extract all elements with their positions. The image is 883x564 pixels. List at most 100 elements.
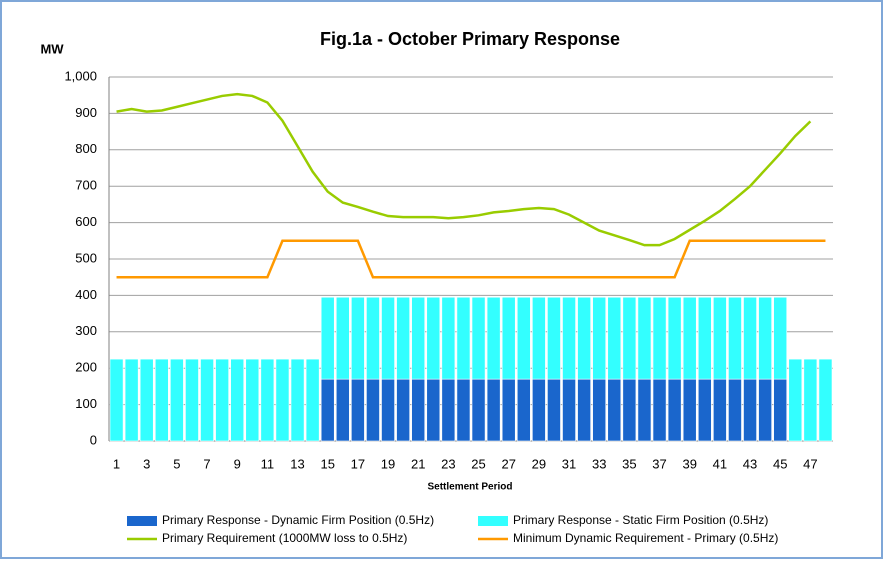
bar xyxy=(562,378,576,442)
bar xyxy=(351,378,365,442)
bar xyxy=(290,358,305,442)
y-tick-label: 400 xyxy=(75,287,97,302)
x-tick-label: 27 xyxy=(501,456,515,471)
bar xyxy=(547,378,561,442)
x-tick-label: 13 xyxy=(290,456,304,471)
bar xyxy=(366,378,380,442)
bar xyxy=(305,358,320,442)
x-tick-label: 1 xyxy=(113,456,120,471)
bar xyxy=(516,378,531,442)
bar xyxy=(381,296,395,380)
bar xyxy=(562,296,576,380)
bar xyxy=(366,296,380,380)
legend-label: Primary Requirement (1000MW loss to 0.5H… xyxy=(162,531,407,545)
bar xyxy=(471,296,486,380)
bar xyxy=(154,358,169,442)
bar xyxy=(637,378,652,442)
bar xyxy=(592,296,607,380)
chart-title: Fig.1a - October Primary Response xyxy=(320,29,620,49)
y-tick-label: 900 xyxy=(75,105,97,120)
x-tick-label: 9 xyxy=(234,456,241,471)
bar xyxy=(516,296,531,380)
x-tick-label: 37 xyxy=(652,456,666,471)
bar xyxy=(441,378,456,442)
bar xyxy=(200,358,214,442)
bar xyxy=(592,378,607,442)
x-tick-label: 39 xyxy=(682,456,696,471)
bar xyxy=(426,296,441,380)
bar xyxy=(728,378,742,442)
bar xyxy=(426,378,441,442)
y-tick-label: 100 xyxy=(75,396,97,411)
bar xyxy=(607,378,622,442)
line-series xyxy=(116,239,826,279)
x-tick-label: 23 xyxy=(441,456,455,471)
x-tick-label: 25 xyxy=(471,456,485,471)
bar xyxy=(396,378,410,442)
bar xyxy=(215,358,229,442)
bar xyxy=(577,296,591,380)
bar xyxy=(185,358,199,442)
bar xyxy=(652,296,667,380)
y-tick-label: 600 xyxy=(75,214,97,229)
bar xyxy=(170,358,184,442)
bar xyxy=(320,378,335,442)
x-tick-label: 29 xyxy=(532,456,546,471)
bar xyxy=(532,296,546,380)
bar xyxy=(713,296,727,380)
bar xyxy=(501,296,516,380)
bar xyxy=(275,358,290,442)
bar xyxy=(547,296,561,380)
legend-swatch xyxy=(478,516,508,526)
bar xyxy=(607,296,622,380)
x-tick-label: 47 xyxy=(803,456,817,471)
bar xyxy=(667,296,682,380)
bar xyxy=(697,296,712,380)
bar xyxy=(773,378,788,442)
bar xyxy=(577,378,591,442)
x-tick-label: 35 xyxy=(622,456,636,471)
bar xyxy=(230,358,245,442)
bar xyxy=(396,296,410,380)
bar xyxy=(728,296,742,380)
x-tick-label: 31 xyxy=(562,456,576,471)
bar xyxy=(773,296,788,380)
legend-swatch xyxy=(127,516,157,526)
x-tick-label: 33 xyxy=(592,456,606,471)
bar xyxy=(501,378,516,442)
y-axis-label: MW xyxy=(40,41,64,56)
y-tick-label: 800 xyxy=(75,141,97,156)
x-tick-label: 7 xyxy=(203,456,210,471)
x-tick-label: 43 xyxy=(743,456,757,471)
bar xyxy=(637,296,652,380)
bar xyxy=(139,358,154,442)
x-tick-label: 19 xyxy=(381,456,395,471)
bar xyxy=(818,358,833,442)
bar xyxy=(758,296,772,380)
bar xyxy=(667,378,682,442)
x-tick-label: 21 xyxy=(411,456,425,471)
bar xyxy=(456,378,471,442)
bar xyxy=(411,378,426,442)
y-tick-label: 200 xyxy=(75,360,97,375)
bar xyxy=(652,378,667,442)
bar xyxy=(320,296,335,380)
bar xyxy=(788,358,803,442)
bar xyxy=(381,378,395,442)
bar xyxy=(682,296,697,380)
bar xyxy=(486,378,501,442)
bar xyxy=(622,378,637,442)
legend-label: Primary Response - Dynamic Firm Position… xyxy=(162,513,434,527)
x-tick-label: 41 xyxy=(713,456,727,471)
bar xyxy=(713,378,727,442)
x-tick-label: 3 xyxy=(143,456,150,471)
x-tick-label: 17 xyxy=(351,456,365,471)
bar xyxy=(697,378,712,442)
x-axis-label: Settlement Period xyxy=(427,482,512,493)
y-tick-label: 1,000 xyxy=(64,68,97,83)
bar xyxy=(245,358,260,442)
line-series xyxy=(116,92,812,247)
bar xyxy=(743,378,757,442)
y-tick-label: 500 xyxy=(75,250,97,265)
